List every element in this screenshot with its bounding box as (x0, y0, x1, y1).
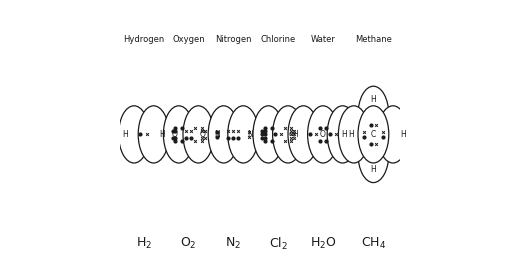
Text: O: O (200, 130, 206, 139)
Text: Nitrogen: Nitrogen (215, 35, 252, 44)
Text: H: H (341, 130, 347, 139)
Text: Hydrogen: Hydrogen (123, 35, 164, 44)
Text: O: O (320, 130, 326, 139)
Ellipse shape (138, 106, 169, 163)
Ellipse shape (358, 125, 389, 183)
Text: N$_2$: N$_2$ (225, 236, 241, 251)
Ellipse shape (253, 106, 284, 163)
Text: Oxygen: Oxygen (172, 35, 205, 44)
Ellipse shape (378, 106, 408, 163)
Text: C: C (371, 130, 376, 139)
Ellipse shape (272, 106, 303, 163)
Text: N: N (247, 130, 253, 139)
Text: Methane: Methane (355, 35, 392, 44)
Text: Water: Water (310, 35, 335, 44)
Ellipse shape (208, 106, 239, 163)
Ellipse shape (288, 106, 319, 163)
Text: H: H (123, 130, 128, 139)
Text: H$_2$: H$_2$ (136, 236, 152, 251)
Ellipse shape (327, 106, 358, 163)
Ellipse shape (308, 106, 339, 163)
Text: H: H (400, 130, 406, 139)
Ellipse shape (183, 106, 214, 163)
Ellipse shape (119, 106, 149, 163)
Ellipse shape (358, 86, 389, 143)
Text: H: H (371, 95, 376, 104)
Ellipse shape (228, 106, 258, 163)
Ellipse shape (163, 106, 194, 163)
Text: CH$_4$: CH$_4$ (361, 236, 386, 251)
Text: Chlorine: Chlorine (261, 35, 296, 44)
Text: O$_2$: O$_2$ (180, 236, 197, 251)
Text: H: H (292, 130, 298, 139)
Text: H: H (159, 130, 165, 139)
Text: O: O (171, 130, 177, 139)
Text: H: H (371, 165, 376, 174)
Text: H: H (348, 130, 354, 139)
Text: N: N (214, 130, 219, 139)
Ellipse shape (358, 106, 389, 163)
Text: H$_2$O: H$_2$O (310, 236, 336, 251)
Text: Cl: Cl (263, 132, 268, 137)
Text: Cl$_2$: Cl$_2$ (269, 235, 288, 252)
Ellipse shape (339, 106, 369, 163)
Text: Cl: Cl (289, 132, 294, 137)
